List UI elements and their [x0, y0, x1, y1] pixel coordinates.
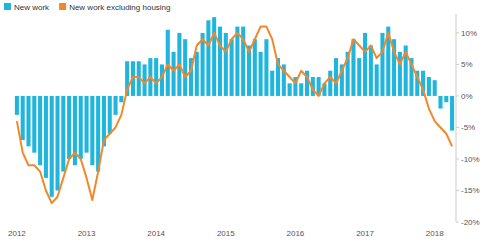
y-tick-label: 5% — [461, 60, 473, 69]
bar — [183, 39, 187, 96]
y-tick-label: -10% — [461, 155, 480, 164]
bar — [201, 33, 205, 96]
bar — [235, 27, 239, 96]
bar — [79, 96, 83, 159]
bar — [206, 20, 210, 96]
bar — [21, 96, 25, 140]
bar — [67, 96, 71, 159]
bar — [427, 77, 431, 96]
bar — [398, 52, 402, 96]
y-tick — [456, 32, 459, 33]
x-tick-label: 2016 — [287, 229, 305, 238]
x-tick-label: 2018 — [426, 229, 444, 238]
y-tick — [456, 222, 459, 223]
bar — [218, 27, 222, 96]
bar — [90, 96, 94, 165]
bar — [224, 33, 228, 96]
y-tick-label: -5% — [461, 123, 475, 132]
bar — [50, 96, 54, 197]
bar — [264, 39, 268, 96]
bar — [15, 96, 19, 115]
bar — [26, 96, 30, 146]
bar — [334, 58, 338, 96]
y-tick — [456, 64, 459, 65]
bar — [328, 71, 332, 96]
bar — [172, 52, 176, 96]
bar — [351, 39, 355, 96]
bar — [114, 96, 118, 115]
bar — [195, 52, 199, 96]
y-tick-label: -15% — [461, 186, 480, 195]
legend-swatch — [4, 3, 11, 10]
bar — [61, 96, 65, 172]
bar — [212, 17, 216, 96]
x-tick-label: 2012 — [8, 229, 26, 238]
legend-label: New work excluding housing — [69, 3, 170, 12]
bar — [38, 96, 42, 165]
x-tick-label: 2014 — [147, 229, 165, 238]
bar — [154, 58, 158, 96]
bar — [270, 71, 274, 96]
bar — [166, 30, 170, 96]
x-tick-label: 2013 — [78, 229, 96, 238]
bar — [230, 39, 234, 96]
y-tick-label: 10% — [461, 29, 477, 38]
bar — [450, 96, 454, 131]
bar — [55, 96, 59, 191]
bar — [160, 64, 164, 96]
bar — [438, 96, 442, 109]
bar — [357, 58, 361, 96]
bar — [32, 96, 36, 153]
y-tick-label: 0% — [461, 92, 473, 101]
y-tick-label: -20% — [461, 218, 480, 227]
y-tick — [456, 190, 459, 191]
bar — [247, 46, 251, 96]
bar — [44, 96, 48, 178]
bar — [108, 96, 112, 134]
y-tick — [456, 158, 459, 159]
bar — [380, 33, 384, 96]
bar — [444, 96, 448, 102]
x-tick-label: 2017 — [356, 229, 374, 238]
chart: 10% 5% 0% -5% -10% -15% -20% 2012 2013 2014 2015 20… — [0, 0, 480, 241]
bar — [253, 39, 257, 96]
bar — [433, 80, 437, 96]
plot-area — [15, 17, 454, 203]
bar — [288, 83, 292, 96]
bar — [369, 46, 373, 96]
bar — [119, 96, 123, 102]
line — [17, 27, 452, 203]
y-tick — [456, 127, 459, 128]
legend-label: New work — [14, 3, 50, 12]
bar — [299, 83, 303, 96]
bar — [143, 64, 147, 96]
bar — [85, 96, 89, 153]
x-tick-label: 2015 — [217, 229, 235, 238]
y-tick — [456, 95, 459, 96]
legend-swatch — [59, 3, 66, 10]
bar — [375, 64, 379, 96]
bar — [363, 33, 367, 96]
bar — [259, 52, 263, 96]
